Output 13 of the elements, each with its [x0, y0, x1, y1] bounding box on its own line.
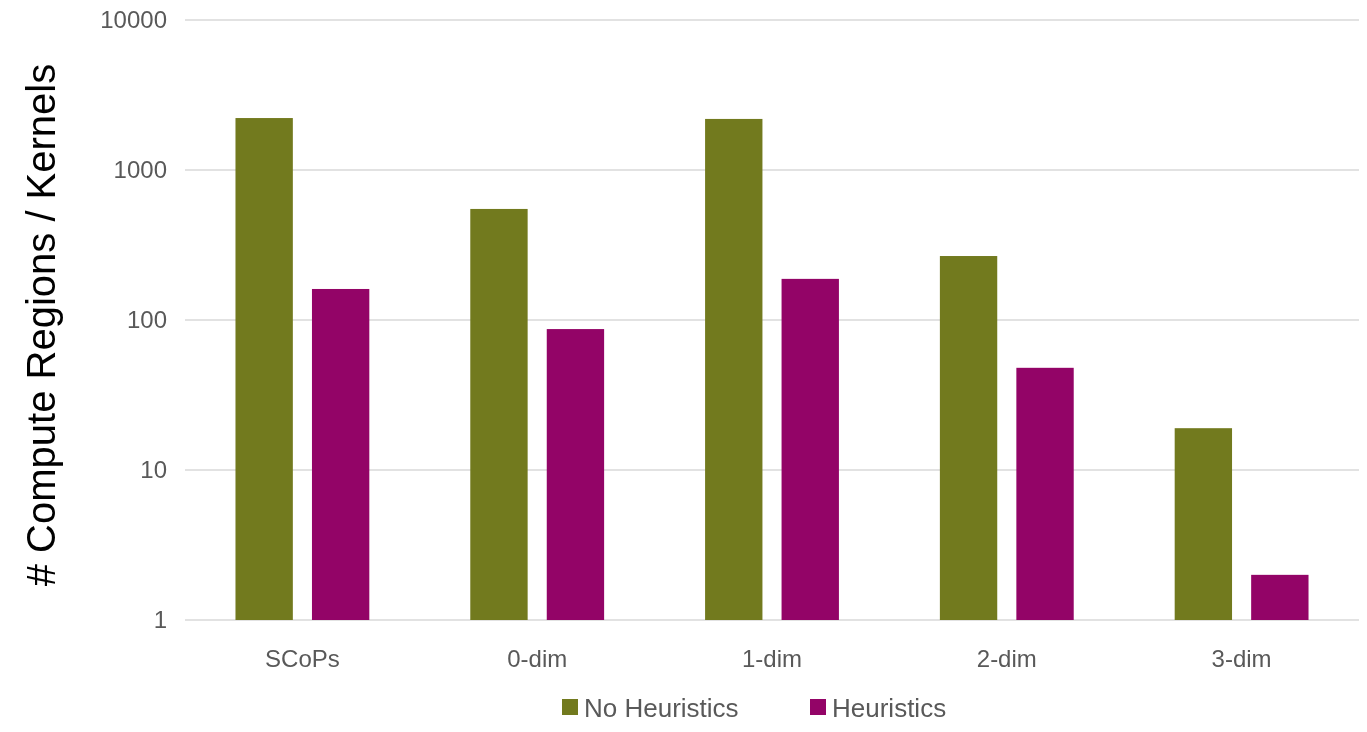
legend-label: Heuristics [832, 693, 947, 723]
x-tick-label: 3-dim [1211, 645, 1272, 672]
x-tick-label: SCoPs [265, 645, 340, 672]
legend-label: No Heuristics [584, 693, 739, 723]
y-tick-label: 10 [140, 456, 167, 484]
y-tick-label: 10000 [100, 6, 167, 34]
y-tick-label: 1 [153, 606, 167, 634]
y-axis-title: # Compute Regions / Kernels [19, 63, 63, 587]
y-tick-label: 1000 [113, 156, 167, 184]
y-tick-label: 100 [126, 306, 167, 334]
x-tick-label: 1-dim [741, 645, 803, 672]
x-tick-label: 2-dim [976, 645, 1037, 672]
x-tick-label: 0-dim [507, 645, 568, 672]
